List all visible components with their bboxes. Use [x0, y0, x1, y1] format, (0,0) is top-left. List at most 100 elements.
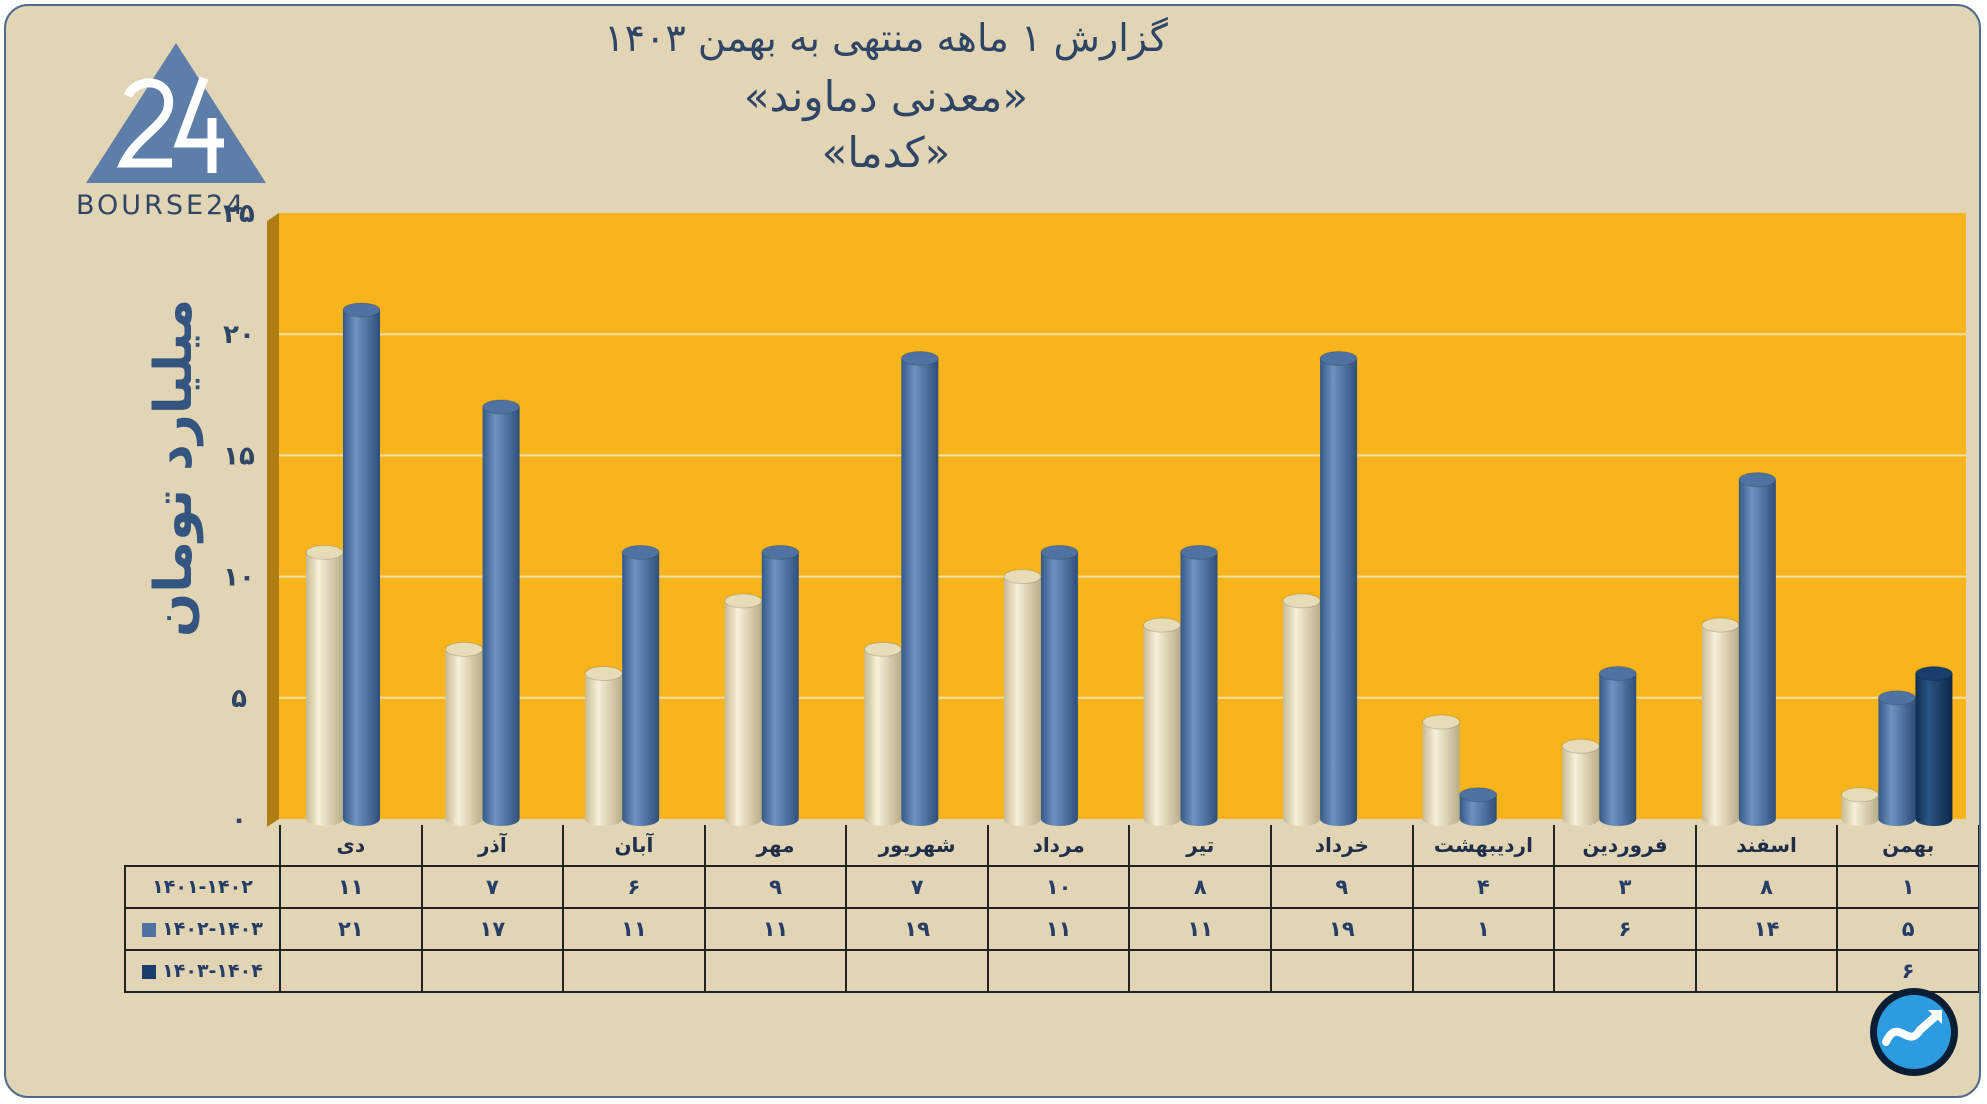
bar-top	[1598, 666, 1637, 682]
data-label: ۱۱	[562, 907, 706, 951]
data-table: بهمن اسفند فروردین اردیبهشت خرداد تیر مرداد شهر…	[124, 825, 1979, 993]
table-corner	[125, 825, 280, 866]
bar-top	[1914, 666, 1953, 682]
data-label: ۶	[1836, 949, 1979, 993]
legend-label: ۱۴۰۳-۱۴۰۴	[162, 960, 263, 982]
bar-base	[1003, 812, 1041, 826]
bar-top	[1701, 617, 1740, 633]
bar-base	[343, 812, 380, 826]
data-label: ۶	[562, 865, 706, 909]
category-label: آبان	[562, 825, 706, 867]
bar	[1283, 600, 1321, 819]
bar-base	[1143, 812, 1181, 826]
legend-entry: ۱۴۰۲-۱۴۰۳	[124, 907, 281, 951]
bar-top	[1561, 738, 1600, 754]
data-label: ۱۱	[1128, 907, 1273, 951]
bourse24-logo	[86, 43, 266, 183]
data-label: ۱۱	[986, 907, 1131, 951]
chart-title: گزارش ۱ ماهه منتهی به بهمن ۱۴۰۳	[604, 16, 1168, 60]
bar	[306, 552, 343, 819]
bar-base	[724, 812, 762, 826]
data-label	[279, 949, 423, 993]
data-label: ۱۱	[279, 865, 423, 909]
data-label	[1411, 949, 1556, 993]
category-label: بهمن	[1836, 825, 1979, 867]
y-tick-label: ۱۵	[223, 441, 255, 471]
category-label: اردیبهشت	[1411, 825, 1556, 867]
bar-top	[1459, 787, 1498, 803]
data-label: ۶	[1553, 907, 1697, 951]
bar-top	[900, 350, 939, 366]
data-label	[986, 949, 1131, 993]
category-label: مرداد	[986, 825, 1131, 867]
bar-top	[1877, 690, 1916, 706]
ticker-symbol: «کدما»	[821, 128, 951, 177]
bar	[1040, 552, 1078, 819]
data-label: ۱	[1411, 907, 1556, 951]
bar-base	[482, 812, 520, 826]
bar-top	[1180, 544, 1218, 560]
bar-top	[1003, 569, 1042, 585]
bar	[585, 673, 623, 819]
bar-top	[1282, 593, 1321, 609]
data-label: ۱۹	[1270, 907, 1414, 951]
category-label: خرداد	[1270, 825, 1414, 867]
bar	[1320, 358, 1358, 819]
data-label: ۷	[845, 865, 989, 909]
category-label: مهر	[703, 825, 848, 867]
bar	[1003, 576, 1041, 819]
bar-base	[1562, 812, 1600, 826]
plot-background	[279, 213, 1966, 819]
bar-top	[1738, 472, 1777, 488]
legend-entry: ۱۴۰۳-۱۴۰۴	[124, 949, 281, 993]
bar-base	[901, 812, 939, 826]
bar-top	[445, 641, 484, 657]
data-label: ۱۹	[845, 907, 989, 951]
bar-chart: ۰ ۵ ۱۰ ۱۵ ۲۰ ۲۵	[223, 199, 1966, 835]
series-row: ۱ ۸ ۳ ۴ ۹ ۸ ۱۰ ۷ ۹ ۶ ۷ ۱۱ ۱۴۰۱-۱۴۰۲	[124, 865, 1979, 909]
data-label	[845, 949, 989, 993]
bar-base	[1599, 812, 1637, 826]
bar-base	[1915, 812, 1953, 826]
legend-swatch	[142, 922, 157, 937]
bar-base	[1738, 812, 1776, 826]
bar-top	[1840, 787, 1879, 803]
trend-up-arrow-icon	[1870, 988, 1958, 1076]
bar-top	[1422, 714, 1461, 730]
legend-label: ۱۴۰۱-۱۴۰۲	[152, 876, 253, 898]
legend-entry: ۱۴۰۱-۱۴۰۲	[124, 865, 281, 909]
bar-base	[1422, 812, 1460, 826]
data-label	[420, 949, 565, 993]
data-label: ۱۱	[703, 907, 848, 951]
y-tick-label: ۵	[231, 684, 247, 714]
bar-base	[1040, 812, 1078, 826]
data-label: ۱۷	[420, 907, 565, 951]
data-label	[562, 949, 706, 993]
bar-top	[1040, 544, 1079, 560]
bar	[1562, 746, 1600, 819]
bar	[1143, 625, 1181, 819]
data-label: ۱۴	[1694, 907, 1839, 951]
series-row: ۵ ۱۴ ۶ ۱ ۱۹ ۱۱ ۱۱ ۱۹ ۱۱ ۱۱ ۱۷ ۲۱ ۱۴۰۲-۱۴۰۳	[124, 907, 1979, 951]
bar-base	[1878, 812, 1916, 826]
bar-top	[305, 544, 344, 560]
bar	[1701, 625, 1739, 819]
bar-top	[761, 544, 800, 560]
data-label	[1128, 949, 1273, 993]
data-label: ۲۱	[279, 907, 423, 951]
bar-base	[306, 812, 343, 826]
bar-base	[1283, 812, 1321, 826]
bar-base	[445, 812, 483, 826]
series-row: ۶ ۱۴۰۳-۱۴۰۴	[124, 949, 1979, 993]
data-label	[1270, 949, 1414, 993]
bar	[1915, 673, 1953, 819]
data-label: ۸	[1128, 865, 1273, 909]
bar-top	[621, 544, 660, 560]
bar	[622, 552, 660, 819]
data-label	[1694, 949, 1839, 993]
category-label: فروردین	[1553, 825, 1697, 867]
bar-base	[585, 812, 623, 826]
data-label: ۹	[1270, 865, 1414, 909]
bar	[482, 406, 520, 819]
bar	[724, 600, 762, 819]
